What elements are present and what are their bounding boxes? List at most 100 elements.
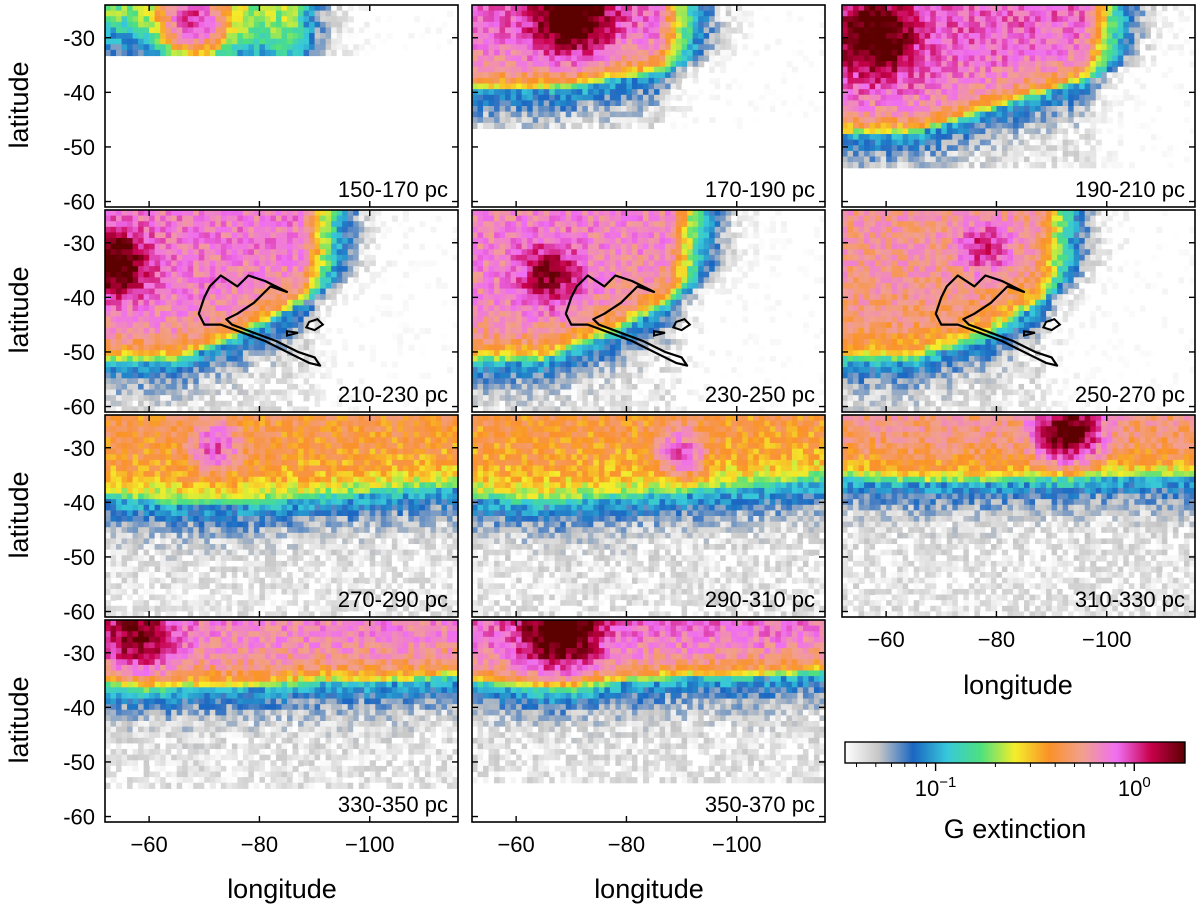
heat-cell	[930, 33, 937, 40]
heat-cell	[248, 49, 255, 57]
heat-cell	[1128, 128, 1135, 135]
heat-cell	[1101, 100, 1108, 107]
heat-cell	[121, 327, 128, 335]
heat-cell	[565, 61, 572, 68]
heat-cell	[209, 299, 216, 306]
heat-cell	[1040, 16, 1047, 23]
heat-cell	[1156, 134, 1163, 141]
heat-cell	[642, 66, 650, 73]
heat-cell	[538, 111, 545, 118]
heat-cell	[1057, 61, 1064, 68]
heat-cell	[560, 33, 567, 40]
heat-cell	[160, 249, 167, 256]
heat-cell	[165, 27, 172, 34]
heat-cell	[171, 16, 178, 23]
heat-cell	[369, 316, 376, 323]
heat-cell	[154, 27, 161, 34]
heat-cell	[521, 77, 528, 85]
heat-cell	[220, 232, 227, 239]
heat-cell	[226, 350, 233, 357]
heat-cell	[209, 316, 216, 323]
heat-cell	[1183, 94, 1191, 101]
heat-cell	[499, 16, 506, 23]
heat-cell	[858, 106, 865, 113]
heat-cell	[331, 361, 338, 368]
heat-cell	[105, 288, 112, 295]
heat-cell	[231, 243, 238, 250]
heat-cell	[963, 21, 970, 29]
heat-cell	[935, 61, 942, 68]
heat-cell	[1095, 100, 1102, 107]
heat-cell	[1018, 83, 1025, 90]
heat-cell	[248, 316, 255, 323]
heat-cell	[303, 299, 310, 306]
heat-cell	[182, 16, 189, 23]
heat-cell	[336, 232, 343, 239]
heat-cell	[654, 21, 661, 29]
heat-cell	[1018, 117, 1025, 124]
heat-cell	[231, 294, 238, 301]
heat-cell	[1128, 150, 1135, 158]
heat-cell	[858, 61, 865, 68]
heat-cell	[237, 49, 244, 57]
heat-cell	[930, 128, 937, 135]
heat-cell	[886, 89, 893, 96]
heat-cell	[391, 333, 398, 340]
heat-cell	[654, 16, 661, 23]
heat-cell	[259, 254, 266, 262]
heat-cell	[819, 111, 826, 118]
heat-cell	[116, 322, 123, 329]
heat-cell	[264, 271, 272, 278]
heat-cell	[598, 122, 605, 130]
heat-cell	[1090, 128, 1097, 135]
heat-cell	[248, 38, 255, 45]
heat-cell	[1057, 83, 1064, 90]
heat-cell	[209, 344, 216, 351]
heat-cell	[853, 16, 860, 23]
heat-cell	[488, 55, 495, 62]
heat-cell	[160, 372, 167, 379]
heat-cell	[138, 299, 145, 306]
heat-cell	[1172, 10, 1180, 17]
heat-cell	[198, 238, 205, 245]
heat-cell	[121, 383, 128, 391]
heat-cell	[187, 266, 194, 273]
heat-cell	[1079, 134, 1086, 141]
heat-cell	[253, 327, 261, 335]
heat-cell	[264, 215, 272, 222]
heat-cell	[204, 372, 211, 379]
heat-cell	[549, 5, 556, 12]
heat-cell	[1062, 38, 1069, 45]
heat-cell	[292, 38, 299, 45]
heat-cell	[1123, 61, 1130, 68]
heat-cell	[132, 221, 139, 228]
heat-cell	[375, 38, 382, 45]
heat-cell	[303, 243, 310, 250]
heat-cell	[298, 221, 305, 228]
heat-cell	[692, 117, 699, 124]
heat-cell	[913, 55, 920, 62]
heat-cell	[1172, 44, 1180, 51]
heat-cell	[342, 44, 349, 51]
heat-cell	[121, 254, 128, 262]
heat-cell	[1090, 134, 1097, 141]
heat-cell	[105, 232, 112, 239]
heat-cell	[237, 243, 244, 250]
heat-cell	[996, 55, 1003, 62]
heat-cell	[193, 277, 200, 284]
heat-cell	[309, 221, 316, 228]
heat-cell	[521, 5, 528, 12]
heat-cell	[968, 139, 975, 146]
heat-cell	[847, 10, 854, 17]
heat-cell	[1035, 89, 1042, 96]
heat-cell	[187, 44, 194, 51]
heat-cell	[1084, 117, 1091, 124]
heat-cell	[968, 117, 975, 124]
heat-cell	[380, 294, 387, 301]
heat-cell	[731, 38, 738, 45]
heat-cell	[875, 128, 882, 135]
heat-cell	[149, 322, 156, 329]
heat-cell	[347, 49, 354, 57]
heat-cell	[204, 305, 211, 312]
heat-cell	[248, 5, 255, 12]
